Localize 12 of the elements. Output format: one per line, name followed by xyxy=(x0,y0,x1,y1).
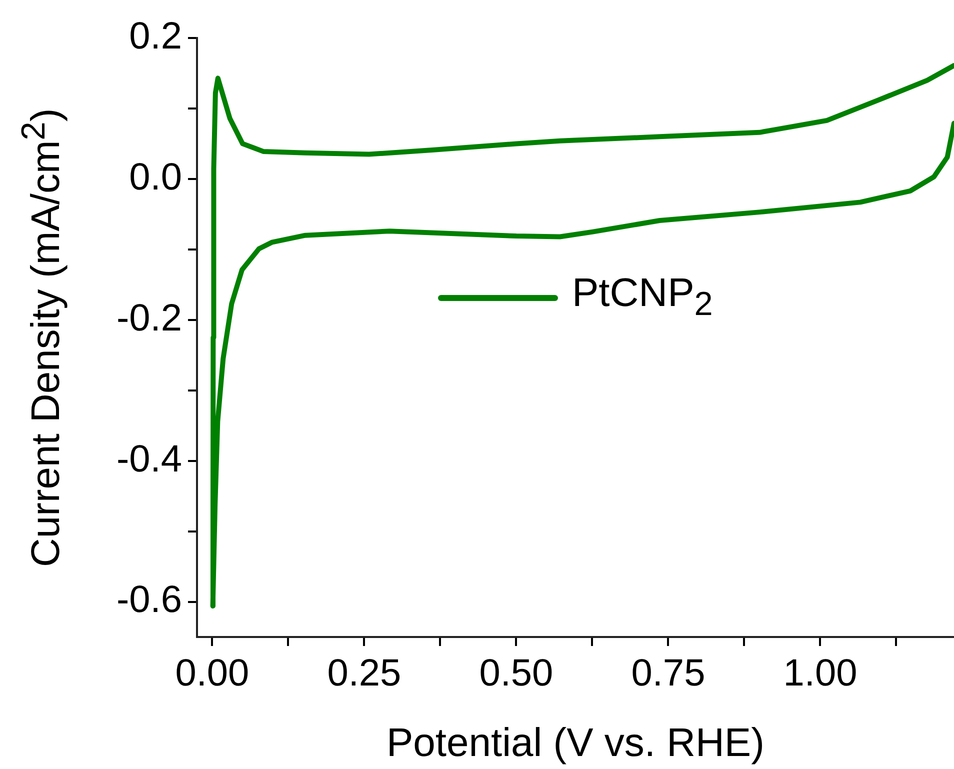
x-tick-label: 0.75 xyxy=(631,652,706,694)
y-tick-label: 0.2 xyxy=(129,15,182,58)
y-tick-label: 0.0 xyxy=(129,156,182,198)
x-tick-label: 1.00 xyxy=(783,652,858,694)
y-tick-label: -0.2 xyxy=(116,297,182,340)
y-tick-label: -0.4 xyxy=(116,438,182,480)
x-tick-label: 0.25 xyxy=(327,652,402,694)
x-tick-label: 0.00 xyxy=(175,652,250,694)
legend-label: PtCNP$_{2}$ xyxy=(572,271,713,324)
x-tick-label: 0.50 xyxy=(479,652,554,694)
y-tick-label: -0.6 xyxy=(116,579,182,622)
x-axis-title: Potential (V vs. RHE) xyxy=(386,721,764,766)
